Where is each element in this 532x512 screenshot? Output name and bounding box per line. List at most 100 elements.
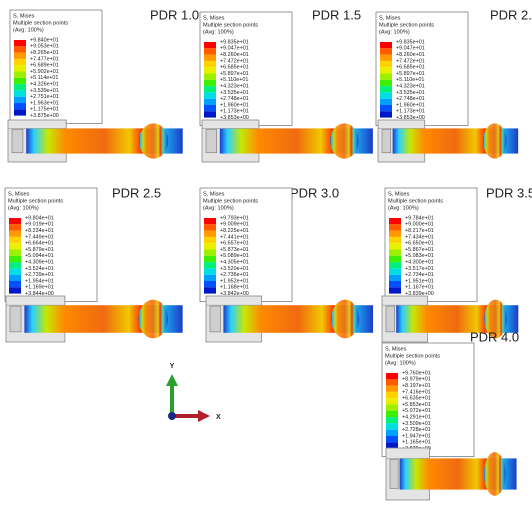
legend-value: +9.009e+01 bbox=[220, 222, 249, 228]
legend-value: +7.441e+01 bbox=[220, 234, 249, 240]
legend-value: +5.897e+01 bbox=[220, 71, 249, 77]
legend-band bbox=[389, 250, 401, 256]
legend-band bbox=[14, 90, 26, 96]
legend-band bbox=[204, 67, 216, 73]
legend-value: +5.089e+01 bbox=[220, 253, 249, 259]
legend-value: +6.650e+01 bbox=[405, 241, 434, 247]
legend-band bbox=[204, 105, 216, 111]
legend-value: +9.840e+01 bbox=[30, 37, 59, 43]
legend-band bbox=[386, 392, 398, 398]
legend-band bbox=[380, 74, 392, 80]
legend-value: +7.434e+01 bbox=[405, 234, 434, 240]
legend-header: S, Mises bbox=[388, 191, 410, 197]
legend-value: +5.083e+01 bbox=[405, 253, 434, 259]
fea-model bbox=[206, 296, 373, 342]
legend-value: +5.072e+01 bbox=[402, 408, 431, 414]
legend-band bbox=[386, 430, 398, 436]
legend-band bbox=[9, 275, 21, 281]
legend-value: +1.168e+01 bbox=[220, 285, 249, 291]
legend-band bbox=[204, 61, 216, 67]
legend-value: +4.291e+01 bbox=[402, 415, 431, 421]
legend-value: +8.265e+01 bbox=[30, 50, 59, 56]
legend-band bbox=[204, 287, 216, 293]
bulb bbox=[483, 123, 506, 158]
legend-band bbox=[9, 218, 21, 224]
panel-title: PDR 2.5 bbox=[112, 185, 161, 200]
legend-header: Multiple section points bbox=[203, 22, 258, 28]
legend-band bbox=[386, 423, 398, 429]
panel-title: PDR 2.0 bbox=[490, 7, 532, 22]
legend-value: +7.472e+01 bbox=[220, 58, 249, 64]
legend-band bbox=[9, 250, 21, 256]
legend-band bbox=[204, 231, 216, 237]
legend-band bbox=[386, 386, 398, 392]
legend-band bbox=[380, 80, 392, 86]
housing-inner bbox=[210, 306, 220, 332]
legend-value: +8.217e+01 bbox=[405, 228, 434, 234]
legend-value: +1.960e+01 bbox=[220, 102, 249, 108]
legend-value: +7.449e+01 bbox=[25, 234, 54, 240]
legend-value: +5.879e+01 bbox=[25, 247, 54, 253]
fea-model bbox=[202, 120, 373, 162]
legend-band bbox=[380, 86, 392, 92]
legend-header: (Avg: 100%) bbox=[379, 29, 410, 35]
legend-band bbox=[386, 405, 398, 411]
legend-value: +2.739e+01 bbox=[25, 272, 54, 278]
legend-header: S, Mises bbox=[203, 15, 225, 21]
legend-band bbox=[9, 224, 21, 230]
legend-band bbox=[386, 417, 398, 423]
bulb bbox=[138, 300, 167, 339]
legend-value: +6.689e+01 bbox=[30, 63, 59, 69]
legend-band bbox=[204, 243, 216, 249]
legend-value: +1.165e+01 bbox=[402, 440, 431, 446]
legend-value: +8.260e+01 bbox=[396, 52, 425, 58]
legend-band bbox=[9, 256, 21, 262]
legend-band bbox=[380, 55, 392, 61]
legend-band bbox=[204, 281, 216, 287]
legend-band bbox=[389, 218, 401, 224]
legend-band bbox=[380, 99, 392, 105]
legend-header: (Avg: 100%) bbox=[203, 205, 234, 211]
legend-value: +1.169e+01 bbox=[25, 285, 54, 291]
legend-header: S, Mises bbox=[379, 15, 401, 21]
legend-value: +7.416e+01 bbox=[402, 389, 431, 395]
legend-value: +3.875e+00 bbox=[30, 113, 59, 119]
legend-value: +3.535e+01 bbox=[220, 90, 249, 96]
legend-band bbox=[204, 48, 216, 54]
legend-value: +4.305e+01 bbox=[220, 260, 249, 266]
legend-header: Multiple section points bbox=[8, 198, 63, 204]
bulb bbox=[484, 452, 506, 496]
housing-inner bbox=[390, 459, 398, 488]
legend-value: +5.114e+01 bbox=[30, 75, 58, 81]
legend-band bbox=[14, 103, 26, 109]
legend-band bbox=[389, 231, 401, 237]
legend-band bbox=[9, 281, 21, 287]
legend-value: +5.867e+01 bbox=[405, 247, 434, 253]
legend-value: +7.477e+01 bbox=[30, 56, 59, 62]
bulb bbox=[139, 123, 168, 158]
legend-value: +4.326e+01 bbox=[30, 82, 59, 88]
legend-value: +8.234e+01 bbox=[25, 228, 54, 234]
legend-value: +4.309e+01 bbox=[25, 260, 54, 266]
legend-value: +8.197e+01 bbox=[402, 383, 431, 389]
legend-header: (Avg: 100%) bbox=[385, 360, 416, 366]
legend-value: +6.685e+01 bbox=[396, 65, 425, 71]
legend-value: +3.509e+01 bbox=[402, 421, 431, 427]
legend-value: +8.260e+01 bbox=[220, 52, 249, 58]
legend-value: +5.110e+01 bbox=[220, 77, 248, 83]
legend-header: S, Mises bbox=[13, 13, 35, 19]
legend-header: S, Mises bbox=[8, 191, 30, 197]
legend-band bbox=[380, 42, 392, 48]
legend-band bbox=[204, 268, 216, 274]
legend-band bbox=[204, 224, 216, 230]
legend-value: +9.835e+01 bbox=[396, 39, 425, 45]
legend-band bbox=[204, 80, 216, 86]
legend-value: +9.019e+01 bbox=[25, 222, 54, 228]
legend-band bbox=[389, 237, 401, 243]
legend-band bbox=[14, 40, 26, 46]
panel-title: PDR 4.0 bbox=[470, 329, 519, 344]
legend-value: +5.873e+01 bbox=[220, 247, 249, 253]
